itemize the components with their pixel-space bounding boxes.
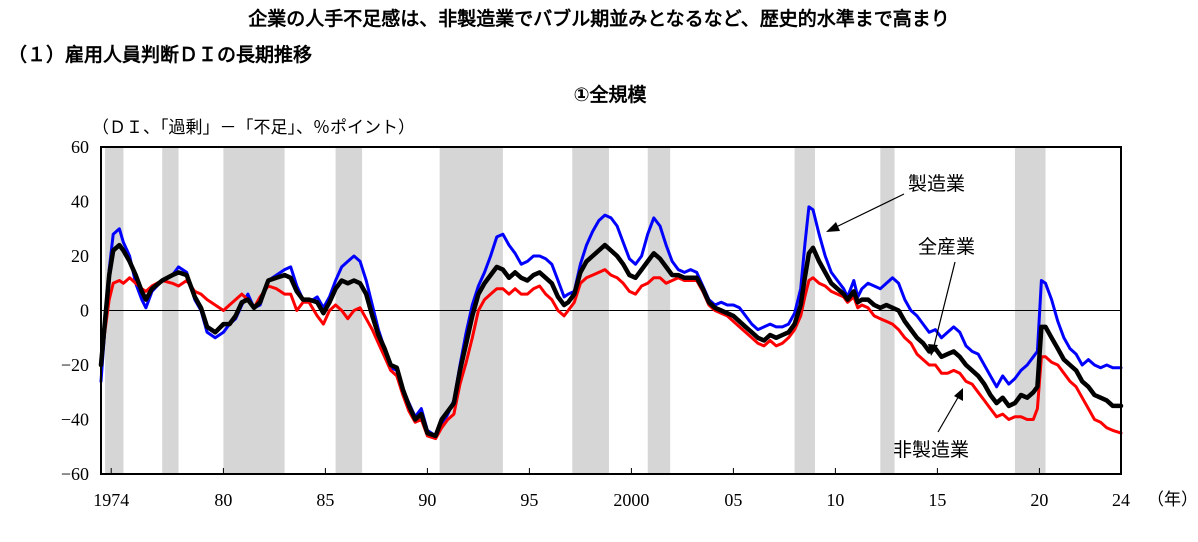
series-line-manufacturing xyxy=(99,205,1123,438)
annotation-label-non-manufacturing: 非製造業 xyxy=(893,439,969,461)
x-tick-label: 15 xyxy=(928,490,946,510)
y-tick-label: 0 xyxy=(80,301,89,321)
plot-frame xyxy=(100,146,1122,475)
series-line-all_industries xyxy=(98,242,1124,439)
x-tick-label: 20 xyxy=(1030,490,1048,510)
chart-title: ①全規模 xyxy=(573,83,647,106)
y-axis: 60 40 20 0 −20 −40 −60 xyxy=(61,137,89,484)
series-line-non_manufacturing xyxy=(99,268,1123,441)
y-tick-label: −40 xyxy=(61,410,89,430)
section-title: （１）雇用人員判断ＤＩの長期推移 xyxy=(8,44,313,66)
arrowhead-icon xyxy=(954,388,963,401)
x-tick-label: 1974 xyxy=(93,490,129,510)
arrowhead-icon xyxy=(826,222,840,232)
x-axis: 1974 80 85 90 95 2000 05 10 15 20 24 xyxy=(93,468,1130,510)
x-axis-label: （年） xyxy=(1147,490,1198,510)
y-tick-label: 20 xyxy=(71,246,89,266)
x-tick-label: 80 xyxy=(214,490,232,510)
y-tick-label: 60 xyxy=(71,137,89,157)
x-tick-label: 85 xyxy=(316,490,334,510)
annotation-arrow-non-manufacturing xyxy=(937,393,961,433)
y-tick-label: −60 xyxy=(61,464,89,484)
x-tick-label: 05 xyxy=(724,490,742,510)
y-axis-label: （ＤＩ、「過剰」－「不足」、％ポイント） xyxy=(92,118,415,138)
annotation-all-industries: 全産業 xyxy=(918,236,975,356)
y-tick-label: 40 xyxy=(71,192,89,212)
arrowhead-icon xyxy=(928,344,938,356)
annotation-arrow-all-industries xyxy=(932,261,956,351)
x-tick-label: 10 xyxy=(826,490,844,510)
annotation-non-manufacturing: 非製造業 xyxy=(893,388,969,461)
series-layer xyxy=(98,205,1124,441)
annotation-arrow-manufacturing xyxy=(831,193,905,230)
annotation-label-manufacturing: 製造業 xyxy=(908,173,965,195)
x-tick-label: 95 xyxy=(520,490,538,510)
x-tick-label: 24 xyxy=(1112,490,1130,510)
x-tick-label: 2000 xyxy=(613,490,649,510)
y-tick-label: −20 xyxy=(61,355,89,375)
x-tick-label: 90 xyxy=(418,490,436,510)
headline: 企業の人手不足感は、非製造業でバブル期並みとなるなど、歴史的水準まで高まり xyxy=(248,8,950,30)
annotation-label-all-industries: 全産業 xyxy=(918,236,975,258)
annotation-manufacturing: 製造業 xyxy=(826,173,965,232)
